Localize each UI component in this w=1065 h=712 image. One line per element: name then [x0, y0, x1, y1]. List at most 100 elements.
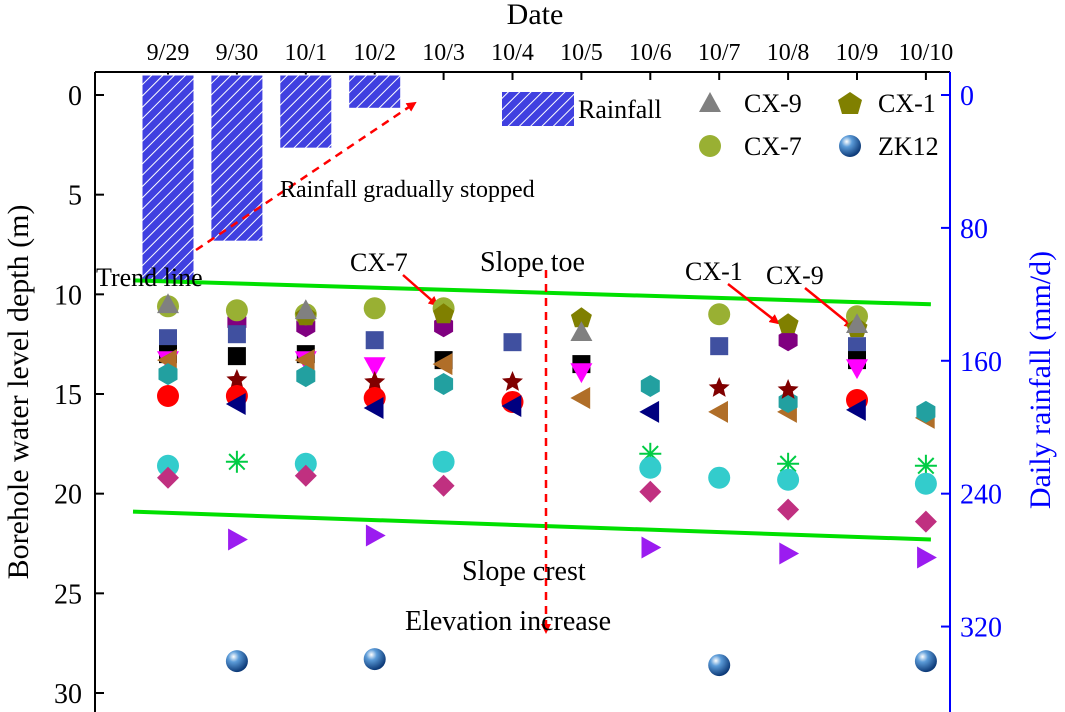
point-zk12-10-2	[363, 648, 386, 671]
legend-label-cx7: CX-7	[744, 132, 802, 161]
legend-zk12-marker	[839, 135, 861, 157]
legend-cx1-marker	[838, 92, 862, 114]
point-series-violet-triangle-right-10-6	[641, 536, 662, 559]
rainfall-bars	[141, 74, 402, 282]
point-series-violet-triangle-right-10-2	[365, 524, 386, 547]
legend-cx7-marker	[699, 135, 721, 157]
point-series-cyan-circle-9-29	[157, 454, 179, 477]
x-tick-label-10/9: 10/9	[836, 40, 879, 66]
point-series-pink-diamond-9-29	[157, 466, 179, 489]
point-cx-9-10-5	[570, 321, 593, 341]
point-series-navy-square-9-29	[159, 329, 177, 348]
lower-trend-line	[132, 509, 931, 542]
point-series-darkred-star-10-4	[502, 371, 523, 391]
y2-axis-title: Daily rainfall (mm/d)	[1024, 251, 1057, 509]
point-cx-9-9-29	[157, 293, 179, 314]
x-tick-label-10/2: 10/2	[353, 40, 396, 66]
cx1-callout-arrow	[727, 283, 780, 325]
point-cx-1-10-3	[433, 303, 455, 324]
point-series-black-square-9-30	[227, 347, 246, 366]
point-series-darkred-star-10-7	[708, 377, 730, 397]
annotation-arrows	[195, 101, 855, 634]
point-series-pink-diamond-10-3	[432, 474, 455, 497]
point-series-purple-hexagon-10-8	[778, 329, 798, 352]
y-tick-label-0: 0	[68, 81, 82, 112]
cx7-callout-arrow	[402, 274, 439, 307]
point-series-violet-triangle-right-10-10	[917, 546, 937, 569]
legend-label-rainfall: Rainfall	[578, 95, 662, 124]
x-tick-label-10/1: 10/1	[284, 40, 327, 66]
x-tick-label-10/8: 10/8	[767, 40, 810, 66]
point-series-magenta-triangle-down-10-9	[846, 359, 868, 380]
y-tick-label-10: 10	[54, 280, 82, 311]
point-series-teal-hexagon-10-10	[916, 400, 936, 423]
point-series-cyan-circle-10-8	[777, 468, 800, 491]
point-series-darkblue-triangle-left-10-6	[639, 400, 660, 423]
point-series-red-circle-9-29	[157, 384, 179, 407]
x-tick-label-10/7: 10/7	[698, 40, 741, 66]
point-series-teal-hexagon-10-1	[296, 365, 316, 388]
point-series-darkred-star-9-30	[226, 369, 248, 389]
point-series-pink-diamond-10-10	[914, 510, 937, 533]
y-tick-label-15: 15	[54, 380, 82, 411]
point-series-cyan-circle-10-1	[294, 452, 317, 475]
point-cx-9-10-1	[294, 299, 317, 320]
point-series-violet-triangle-right-10-8	[779, 542, 800, 565]
annotation-cx9: CX-9	[766, 261, 824, 290]
data-points	[157, 293, 937, 677]
trend-lines	[132, 278, 931, 542]
point-series-magenta-triangle-down-10-5	[570, 363, 593, 384]
point-series-cyan-circle-10-6	[639, 456, 662, 479]
x-tick-label-10/5: 10/5	[560, 40, 603, 66]
point-series-cyan-circle-10-7	[708, 466, 731, 489]
y2-tick-label-240: 240	[960, 480, 1002, 511]
point-series-brown-triangle-left-10-1	[294, 349, 315, 372]
y-tick-label-30: 30	[54, 679, 82, 710]
rainfall-bar-10/1	[279, 74, 333, 149]
axis-ticks: 9/29 9/30 10/1 10/2 10/3 10/4 10/5 10/6 10/7 10/8…	[54, 40, 1002, 710]
y-tick-label-25: 25	[54, 579, 82, 610]
point-zk12-9-30	[225, 650, 248, 673]
point-cx-7-10-2	[363, 297, 386, 320]
point-series-teal-hexagon-10-6	[640, 375, 660, 397]
legend-rainfall-swatch	[502, 92, 574, 126]
annotation-slope-toe: Slope toe	[480, 247, 585, 278]
point-series-teal-hexagon-9-29	[158, 363, 178, 386]
x-tick-label-10/3: 10/3	[422, 40, 465, 66]
point-series-cyan-circle-10-10	[914, 472, 937, 495]
rainfall-stopped-arrow	[195, 101, 417, 252]
point-cx-1-10-8	[777, 313, 799, 334]
legend-label-zk12: ZK12	[878, 132, 939, 161]
point-series-darkred-star-10-8	[777, 379, 799, 399]
point-series-pink-diamond-10-1	[294, 464, 317, 487]
x-axis-title: Date	[507, 0, 564, 31]
legend-label-cx9: CX-9	[744, 89, 802, 118]
annotation-cx1: CX-1	[685, 257, 743, 286]
annotation-slope-crest: Slope crest	[462, 556, 586, 587]
upper-trend-line	[132, 278, 931, 307]
y2-tick-label-80: 80	[960, 214, 988, 245]
point-series-navy-square-10-4	[503, 333, 522, 352]
point-series-navy-square-10-2	[365, 331, 384, 350]
point-series-pink-diamond-10-6	[639, 480, 662, 503]
point-zk12-10-10	[914, 650, 937, 673]
point-series-darkblue-triangle-left-9-30	[225, 393, 246, 415]
point-series-navy-square-9-30	[227, 325, 246, 344]
annotation-elevation-increase: Elevation increase	[405, 606, 611, 637]
point-series-magenta-triangle-down-10-2	[363, 357, 386, 378]
y2-tick-label-320: 320	[960, 613, 1002, 644]
point-series-darkblue-triangle-left-10-4	[501, 395, 522, 417]
point-series-darkblue-triangle-left-10-2	[363, 397, 384, 419]
annotation-trend-line: Trend line	[96, 263, 203, 292]
y-tick-label-5: 5	[68, 181, 82, 212]
y-axis-title: Borehole water level depth (m)	[2, 205, 35, 580]
rainfall-bar-9/29	[141, 74, 195, 282]
point-series-darkred-star-10-2	[364, 371, 386, 391]
point-series-brown-triangle-left-10-7	[708, 400, 728, 423]
legend-cx9-marker	[699, 92, 721, 112]
x-tick-label-9/29: 9/29	[147, 40, 190, 66]
cx9-callout-arrow	[804, 287, 855, 329]
legend-label-cx1: CX-1	[878, 89, 936, 118]
point-series-teal-hexagon-10-3	[434, 373, 454, 395]
